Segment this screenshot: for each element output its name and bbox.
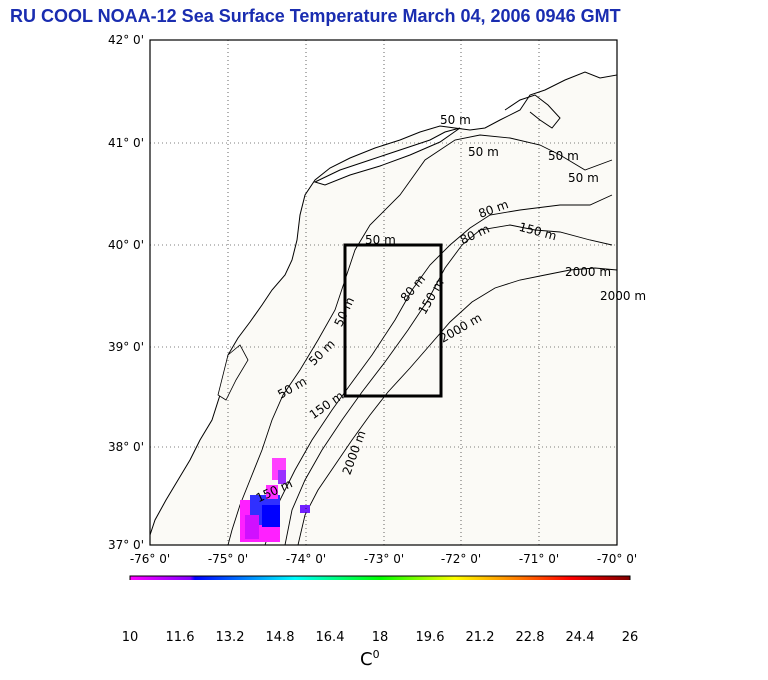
land-area (149, 39, 618, 536)
lon-label: -71° 0' (518, 552, 560, 566)
map-frame (149, 39, 618, 546)
graticule (150, 40, 617, 545)
lat-label: 40° 0' (107, 238, 144, 252)
contour-label: 50 m (548, 149, 579, 163)
long-island (313, 127, 461, 186)
colorbar-tick: 16.4 (315, 630, 345, 645)
lat-label: 37° 0' (107, 538, 144, 552)
contours (227, 134, 618, 546)
contour-label: 50 m (468, 145, 499, 159)
study-area-box (343, 243, 443, 398)
contour-150m (284, 224, 613, 546)
sst-pixels (240, 458, 310, 542)
colorbar-tick: 21.2 (465, 630, 495, 645)
contour-label: 50 m (440, 113, 471, 127)
colorbar-tick: 13.2 (215, 630, 245, 645)
colorbar-tick: 11.6 (165, 630, 195, 645)
lon-label: -74° 0' (285, 552, 327, 566)
lon-label: -70° 0' (596, 552, 638, 566)
lat-label: 41° 0' (107, 136, 144, 150)
colorbar-tick: 26 (621, 630, 639, 645)
sst-map: 50 m 50 m 50 m 50 m 50 m 50 m 50 m 50 m … (129, 39, 646, 580)
contour-label: 2000 m (565, 265, 611, 279)
contour-2000m (297, 267, 618, 546)
colorbar-tick: 19.6 (415, 630, 445, 645)
colorbar (129, 575, 631, 580)
cape-cod (504, 94, 561, 129)
colorbar-tick: 24.4 (565, 630, 595, 645)
map-title: RU COOL NOAA-12 Sea Surface Temperature … (10, 6, 621, 26)
lon-label: -73° 0' (363, 552, 405, 566)
colorbar-unit: C0 (360, 648, 380, 670)
unit-base: C (360, 649, 373, 670)
lat-label: 39° 0' (107, 340, 144, 354)
lon-label: -75° 0' (207, 552, 249, 566)
lat-label: 42° 0' (107, 33, 144, 47)
colorbar-tick: 14.8 (265, 630, 295, 645)
contour-80m (264, 194, 613, 546)
lat-label: 38° 0' (107, 440, 144, 454)
contour-label: 50 m (568, 171, 599, 185)
lon-label: -72° 0' (440, 552, 482, 566)
contour-label: 50 m (365, 233, 396, 247)
contour-50m (227, 134, 613, 546)
colorbar-tick: 22.8 (515, 630, 545, 645)
colorbar-tick: 18 (371, 630, 389, 645)
colorbar-tick: 10 (121, 630, 139, 645)
contour-label: 2000 m (600, 289, 646, 303)
lon-label: -76° 0' (129, 552, 171, 566)
unit-sup: 0 (372, 648, 380, 661)
delaware-bay (217, 344, 249, 401)
